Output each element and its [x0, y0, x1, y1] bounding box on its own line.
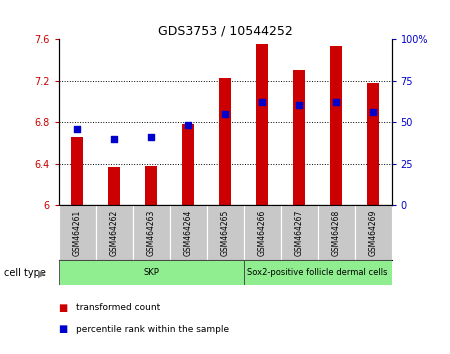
- Point: [184, 122, 192, 128]
- Point: [369, 109, 377, 115]
- Bar: [243, 205, 280, 260]
- Text: Sox2-positive follicle dermal cells: Sox2-positive follicle dermal cells: [247, 268, 388, 277]
- Point: [258, 99, 265, 105]
- Point: [148, 134, 155, 140]
- Bar: [355, 205, 392, 260]
- Bar: [132, 205, 170, 260]
- Bar: [58, 260, 243, 285]
- Text: ■: ■: [58, 303, 68, 313]
- Text: percentile rank within the sample: percentile rank within the sample: [76, 325, 230, 334]
- Bar: [95, 205, 132, 260]
- Text: SKP: SKP: [143, 268, 159, 277]
- Bar: [144, 166, 158, 205]
- Text: GSM464264: GSM464264: [184, 210, 193, 256]
- Bar: [207, 205, 243, 260]
- Bar: [170, 205, 207, 260]
- Text: GSM464267: GSM464267: [294, 210, 303, 256]
- Bar: [71, 137, 84, 205]
- Point: [110, 136, 117, 142]
- Bar: [318, 205, 355, 260]
- Text: GSM464266: GSM464266: [257, 210, 266, 256]
- Point: [295, 103, 302, 108]
- Text: GSM464265: GSM464265: [220, 210, 230, 256]
- Text: GSM464261: GSM464261: [72, 210, 81, 256]
- Text: transformed count: transformed count: [76, 303, 161, 313]
- Title: GDS3753 / 10544252: GDS3753 / 10544252: [158, 25, 292, 38]
- Text: ■: ■: [58, 324, 68, 334]
- Bar: [181, 124, 194, 205]
- Bar: [292, 70, 306, 205]
- Text: ▶: ▶: [38, 268, 46, 278]
- Bar: [243, 260, 392, 285]
- Text: GSM464269: GSM464269: [369, 210, 378, 256]
- Bar: [329, 46, 342, 205]
- Bar: [219, 79, 231, 205]
- Text: GSM464268: GSM464268: [332, 210, 341, 256]
- Bar: [367, 82, 379, 205]
- Bar: [256, 44, 269, 205]
- Text: GSM464262: GSM464262: [109, 210, 118, 256]
- Text: cell type: cell type: [4, 268, 46, 278]
- Bar: [108, 167, 121, 205]
- Bar: [58, 205, 95, 260]
- Point: [221, 111, 229, 117]
- Bar: [280, 205, 318, 260]
- Text: GSM464263: GSM464263: [147, 210, 156, 256]
- Point: [73, 126, 81, 132]
- Point: [333, 99, 340, 105]
